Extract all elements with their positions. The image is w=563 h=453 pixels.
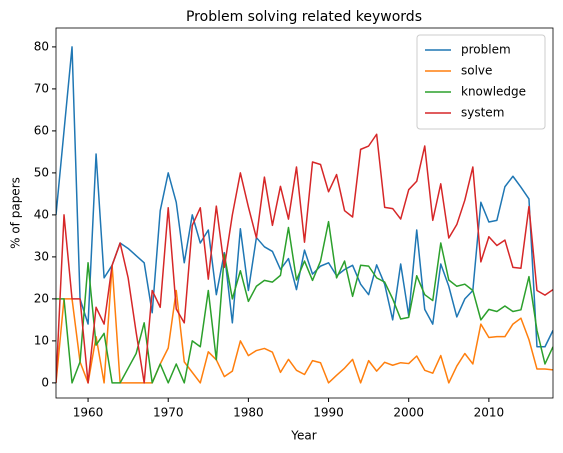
y-tick-label: 20	[34, 291, 49, 305]
y-tick-label: 10	[34, 333, 49, 347]
y-tick-label: 70	[34, 81, 49, 95]
y-axis-label: % of papers	[9, 177, 23, 249]
x-axis-label: Year	[290, 429, 316, 443]
line	[56, 133, 553, 384]
legend-label: system	[461, 106, 504, 120]
legend-label: problem	[461, 43, 511, 57]
y-tick-label: 80	[34, 39, 49, 53]
line	[56, 220, 553, 384]
x-tick-label: 1990	[313, 406, 344, 420]
y-tick-label: 30	[34, 249, 49, 263]
x-tick-label: 1960	[73, 406, 104, 420]
line	[56, 46, 553, 348]
line	[56, 264, 553, 384]
y-tick-label: 0	[41, 375, 49, 389]
x-tick-label: 1980	[233, 406, 264, 420]
chart-title: Problem solving related keywords	[186, 9, 422, 25]
x-tick-label: 2000	[393, 406, 424, 420]
legend-label: solve	[461, 64, 492, 78]
plot-frame	[55, 27, 554, 399]
legend-box	[416, 34, 546, 130]
y-tick-label: 60	[34, 123, 49, 137]
y-tick-label: 50	[34, 165, 49, 179]
y-tick-label: 40	[34, 207, 49, 221]
x-tick-label: 2010	[474, 406, 505, 420]
legend-label: knowledge	[461, 85, 526, 99]
x-tick-label: 1970	[153, 406, 184, 420]
